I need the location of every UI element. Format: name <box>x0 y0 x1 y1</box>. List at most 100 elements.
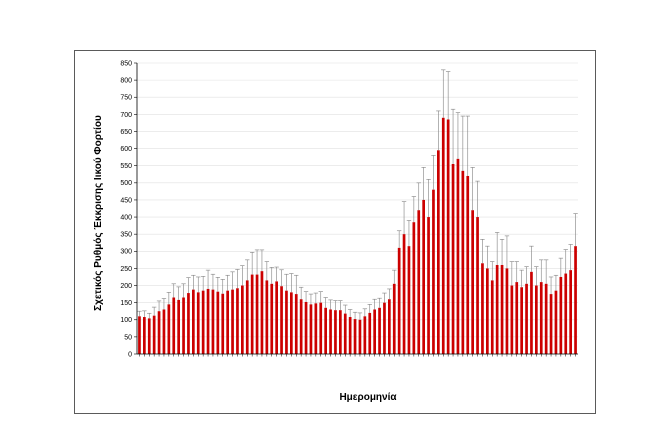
bar <box>456 158 460 354</box>
error-bars <box>137 69 578 320</box>
bar <box>417 210 421 354</box>
bar <box>392 283 396 354</box>
bar <box>265 280 269 354</box>
bar <box>324 307 327 354</box>
bar <box>427 217 430 354</box>
bar <box>397 247 401 354</box>
bar <box>334 310 337 354</box>
y-tick-label: 700 <box>120 112 132 119</box>
y-tick-label: 200 <box>120 283 132 290</box>
y-tick-label: 800 <box>120 78 132 85</box>
bar <box>535 285 538 354</box>
x-axis-label: Ημερομηνία <box>339 392 397 403</box>
bar <box>201 290 205 354</box>
bar <box>152 315 156 354</box>
y-axis-label: Σχετικός Ρυθμός Έκκρισης Ιικού Φορτίου <box>93 115 104 311</box>
bar <box>157 311 161 354</box>
bar <box>167 304 171 354</box>
bar <box>564 273 568 354</box>
bar <box>437 150 440 354</box>
bar <box>495 264 499 354</box>
bar <box>329 309 332 354</box>
y-tick-label: 350 <box>120 232 132 239</box>
gridlines <box>137 62 578 338</box>
bar <box>358 319 362 354</box>
bar <box>231 289 234 354</box>
bar <box>481 263 484 354</box>
bar <box>412 222 416 354</box>
bar <box>245 280 249 354</box>
bar <box>348 317 352 354</box>
bar <box>353 319 357 354</box>
bar <box>500 264 504 354</box>
bar <box>280 286 283 354</box>
bar <box>461 170 465 354</box>
bar <box>466 175 470 354</box>
bar <box>505 268 509 354</box>
bar <box>510 285 514 354</box>
bar <box>206 288 210 354</box>
bars <box>138 117 577 354</box>
bar <box>388 299 391 354</box>
bar <box>363 316 367 354</box>
bar <box>192 289 195 354</box>
bar <box>270 283 274 354</box>
bar <box>539 282 543 354</box>
bar <box>236 288 239 354</box>
bar-chart: 0 50 100 150 200 250 300 350 400 450 500 550 600 650 7… <box>93 60 578 403</box>
bar <box>490 280 494 354</box>
y-tick-label: 450 <box>120 197 132 204</box>
bar <box>339 310 342 354</box>
y-tick-label: 500 <box>120 180 132 187</box>
axes <box>136 63 578 355</box>
bar <box>172 297 176 354</box>
bar <box>569 270 572 354</box>
bar <box>549 294 553 354</box>
bar <box>378 307 381 354</box>
bar <box>515 282 519 354</box>
bar <box>138 316 141 354</box>
bar <box>290 292 293 354</box>
bar <box>255 274 259 354</box>
chart-frame: 0 50 100 150 200 250 300 350 400 450 500 550 600 650 7… <box>74 50 596 414</box>
bar <box>343 313 347 354</box>
bar <box>422 199 425 354</box>
y-tick-label: 550 <box>120 163 132 170</box>
y-tick-label: 750 <box>120 95 132 102</box>
y-tick-label: 850 <box>120 60 132 67</box>
bar <box>486 268 489 354</box>
bar <box>525 283 528 354</box>
bar <box>451 163 455 354</box>
bar <box>559 276 563 354</box>
bar <box>162 309 166 354</box>
bar <box>446 119 450 354</box>
y-tick-label: 600 <box>120 146 132 153</box>
bar <box>221 293 225 354</box>
bar <box>294 294 298 354</box>
bar <box>216 291 220 354</box>
bar <box>299 299 303 354</box>
bar <box>211 289 215 354</box>
bar <box>368 312 372 354</box>
bar <box>432 189 435 354</box>
bar <box>182 297 185 354</box>
bar <box>319 302 323 354</box>
bar <box>530 271 533 354</box>
bar <box>143 317 146 354</box>
bar <box>177 299 180 354</box>
bar <box>441 117 445 354</box>
bar <box>226 290 229 354</box>
y-tick-label: 300 <box>120 249 132 256</box>
bar <box>554 290 558 354</box>
y-tick-label: 400 <box>120 214 132 221</box>
bar <box>309 304 313 354</box>
bar <box>275 281 278 354</box>
bar <box>187 293 190 354</box>
bar <box>304 301 308 354</box>
y-tick-label: 250 <box>120 266 132 273</box>
bar <box>314 303 318 354</box>
bar <box>241 285 244 354</box>
bar <box>402 234 406 354</box>
y-tick-label: 50 <box>124 334 132 341</box>
y-tick-label: 100 <box>120 317 132 324</box>
